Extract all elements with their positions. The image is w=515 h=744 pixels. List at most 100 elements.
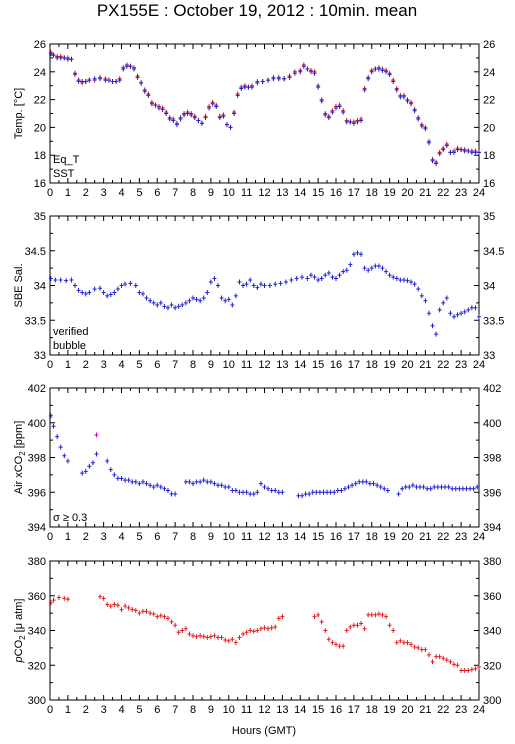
data-point-1-0-73 [337,272,342,278]
data-point-0-1-28 [153,102,158,108]
data-point-1-0-61 [289,277,294,283]
data-point-3-0-48 [251,628,256,634]
data-point-1-0-22 [140,291,145,297]
y-tick-label-left: 394 [28,522,46,534]
x-tick-label: 7 [172,187,178,199]
data-point-1-0-3 [64,278,69,284]
data-point-2-0-44 [230,488,235,494]
data-point-3-0-25 [169,619,174,625]
data-point-3-0-83 [405,640,410,646]
y-tick-label-left: 34 [34,281,46,293]
x-tick-label: 21 [419,359,431,371]
data-point-3-0-79 [391,628,396,633]
data-point-0-1-25 [142,88,147,94]
data-point-2-0-78 [364,479,369,485]
data-point-0-1-63 [292,70,297,76]
x-tick-label: 18 [366,531,378,543]
x-tick-label: 23 [455,704,467,716]
data-point-3-0-37 [212,633,217,639]
data-point-0-1-64 [298,69,303,75]
data-point-3-0-96 [451,661,456,667]
data-point-1-0-56 [262,283,267,288]
x-tick-label: 9 [208,704,214,716]
data-point-1-0-87 [387,272,392,278]
data-point-1-0-88 [391,274,396,280]
data-point-3-0-76 [380,612,385,618]
data-point-3-0-30 [187,631,192,637]
y-tick-label-right: 402 [483,383,501,395]
data-point-2-0-35 [198,479,203,485]
data-point-0-1-16 [110,79,115,85]
data-point-1-0-39 [201,295,206,301]
data-point-1-0-78 [355,250,360,256]
data-point-3-0-82 [401,640,406,646]
data-point-0-1-43 [207,105,212,111]
data-point-1-0-65 [308,272,313,278]
data-point-1-0-84 [376,263,381,269]
data-point-2-0-65 [317,489,322,495]
legend-entry: SST [53,168,75,180]
y-axis-label-subscript: 2 [18,635,27,640]
data-point-1-0-103 [444,295,449,301]
data-point-1-0-59 [278,280,283,286]
data-point-0-1-46 [217,115,222,121]
data-point-2-0-90 [414,484,419,490]
data-point-1-0-35 [187,298,192,304]
x-tick-label: 0 [47,704,53,716]
x-tick-label: 12 [258,187,270,199]
data-point-0-1-6 [69,56,74,62]
data-point-0-1-87 [380,67,385,73]
data-point-1-0-90 [398,277,403,283]
y-axis-label-main: SBE Sal. [13,263,25,307]
y-tick-label-left: 35 [34,211,46,223]
data-point-2-0-98 [443,484,448,490]
data-point-1-0-70 [326,270,331,276]
data-point-3-0-62 [330,640,335,646]
data-point-3-0-9 [112,601,117,607]
data-point-3-0-21 [155,614,160,620]
data-point-2-0-29 [169,491,174,497]
y-tick-label-left: 402 [28,383,46,395]
data-point-2-0-2 [55,434,60,440]
data-point-3-0-90 [430,659,435,665]
data-point-2-0-61 [303,491,308,497]
data-point-3-0-93 [441,655,446,661]
data-point-0-1-35 [178,116,183,122]
data-point-1-0-81 [366,267,371,273]
data-point-3-0-23 [162,614,167,620]
data-point-1-0-14 [108,292,113,298]
data-point-0-1-104 [441,147,446,153]
x-tick-label: 18 [366,187,378,199]
data-point-2-0-5 [65,458,70,464]
data-point-3-0-2 [56,594,61,600]
y-tick-label-left: 18 [34,150,46,162]
data-point-3-0-41 [226,638,231,644]
data-point-1-0-69 [323,272,328,278]
y-tick-label-right: 320 [483,660,501,672]
data-point-2-0-75 [353,481,358,487]
data-point-2-0-6 [80,470,85,476]
data-point-0-1-100 [426,140,431,146]
y-tick-label-right: 22 [483,95,495,107]
data-point-0-1-55 [249,84,254,90]
data-point-1-0-38 [198,298,203,304]
data-point-0-1-18 [117,77,122,83]
data-point-3-0-95 [448,659,453,665]
x-tick-label: 19 [384,704,396,716]
data-point-0-1-27 [149,101,154,107]
y-tick-label-left: 22 [34,95,46,107]
data-point-0-1-21 [128,63,133,69]
data-point-3-0-59 [319,619,324,625]
data-point-1-0-2 [58,277,63,283]
x-tick-label: 14 [294,187,306,199]
data-point-2-0-81 [375,482,380,488]
data-point-0-1-8 [76,77,81,83]
data-point-2-0-41 [219,482,224,488]
data-point-1-0-12 [101,289,106,295]
data-point-2-0-28 [165,488,170,494]
data-point-0-1-58 [266,77,271,83]
x-tick-label: 19 [384,531,396,543]
data-point-1-0-100 [434,331,439,337]
data-point-3-0-8 [108,603,113,609]
